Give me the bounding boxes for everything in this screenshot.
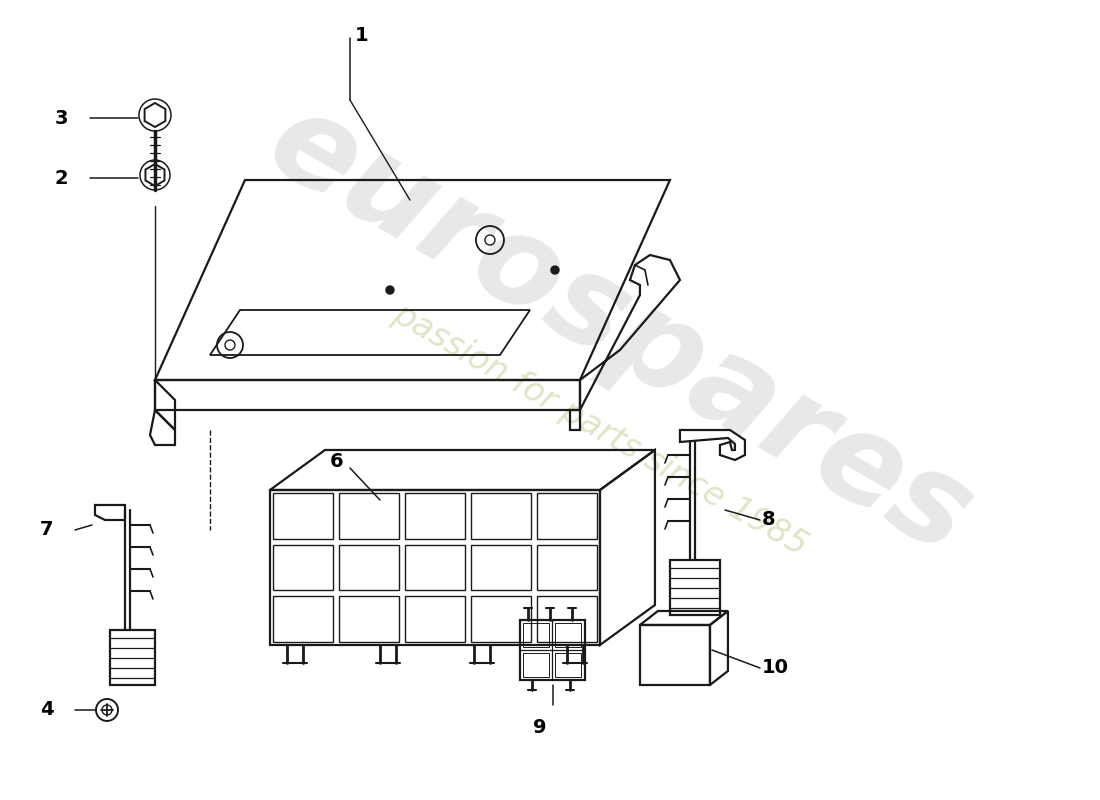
Text: 7: 7 xyxy=(40,521,54,539)
Text: 4: 4 xyxy=(40,701,54,719)
Circle shape xyxy=(386,286,394,294)
Text: 2: 2 xyxy=(55,169,68,187)
Text: 8: 8 xyxy=(762,510,776,530)
Circle shape xyxy=(551,266,559,274)
Text: 6: 6 xyxy=(330,453,343,471)
Text: passion for parts since 1985: passion for parts since 1985 xyxy=(387,298,813,562)
Text: eurospares: eurospares xyxy=(248,80,992,580)
Text: 1: 1 xyxy=(355,26,368,45)
Text: 3: 3 xyxy=(55,109,68,127)
Text: 10: 10 xyxy=(762,658,789,678)
Text: 9: 9 xyxy=(534,718,547,737)
